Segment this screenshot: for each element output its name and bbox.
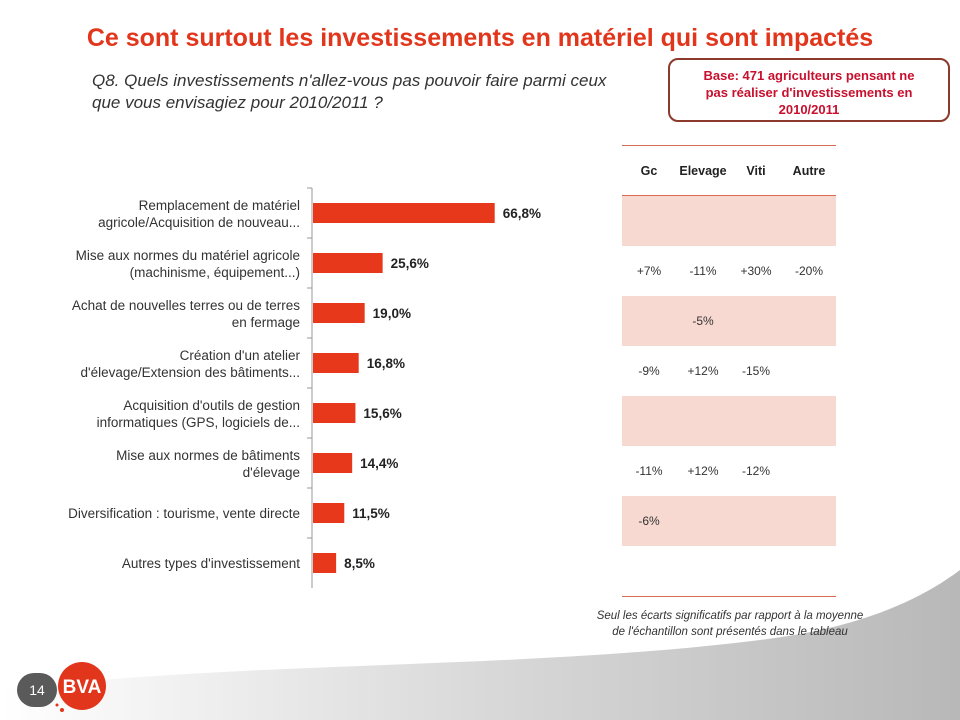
table-cell: -11% xyxy=(689,264,717,278)
base-line-1: Base: 471 agriculteurs pensant ne xyxy=(703,68,915,83)
table-row xyxy=(622,396,836,446)
bar xyxy=(313,203,495,223)
table-cell: +7% xyxy=(636,264,662,278)
category-label: Remplacement de matériel xyxy=(139,198,300,213)
segment-difference-table: Gc Elevage Viti Autre +7% -11% +30% -20% -5%… xyxy=(622,145,836,597)
bar xyxy=(313,303,365,323)
logo-text: BVA xyxy=(63,677,102,698)
table-cell: -6% xyxy=(638,514,660,528)
footnote-line-2: de l'échantillon sont présentés dans le … xyxy=(612,626,848,638)
table-body: +7% -11% +30% -20% -5% -9% +12% -15% -11% +12% -12… xyxy=(622,196,836,596)
table-cell: -5% xyxy=(692,314,714,328)
bar xyxy=(313,503,345,523)
page-title: Ce sont surtout les investissements en m… xyxy=(86,24,874,52)
table-row: -11% +12% -12% xyxy=(622,446,836,496)
table-header-viti: Viti xyxy=(746,163,766,178)
table-header-elevage: Elevage xyxy=(679,163,727,178)
base-line-3: 2010/2011 xyxy=(778,102,840,117)
category-label: d'élevage/Extension des bâtiments... xyxy=(81,365,300,380)
table-cell: -9% xyxy=(638,364,660,378)
bar-value-label: 16,8% xyxy=(367,356,405,371)
table-row: -6% xyxy=(622,496,836,546)
category-label: d'élevage xyxy=(243,465,300,480)
table-cell: +30% xyxy=(740,264,772,278)
bar xyxy=(313,253,383,273)
bar-value-label: 25,6% xyxy=(391,256,429,271)
bva-logo: BVA xyxy=(55,662,106,712)
investment-bar-chart: 66,8% Remplacement de matériel agricole/Ac… xyxy=(68,187,541,588)
page-number: 14 xyxy=(17,673,57,707)
footnote-line-1: Seul les écarts significatifs par rappor… xyxy=(596,610,864,622)
table-row xyxy=(622,196,836,246)
bar-value-label: 15,6% xyxy=(363,406,401,421)
bar-value-label: 14,4% xyxy=(360,456,398,471)
table-cell: -15% xyxy=(741,364,770,378)
category-label: Mise aux normes de bâtiments xyxy=(116,448,300,463)
table-cell: -20% xyxy=(794,264,823,278)
sample-base-box: Base: 471 agriculteurs pensant ne pas ré… xyxy=(668,58,950,122)
table-cell: +12% xyxy=(687,464,719,478)
category-label: Acquisition d'outils de gestion xyxy=(123,398,300,413)
bar-value-label: 11,5% xyxy=(352,506,390,521)
base-line-2: pas réaliser d'investissements en xyxy=(705,85,913,100)
category-label: Diversification : tourisme, vente direct… xyxy=(68,506,300,521)
bar-value-label: 19,0% xyxy=(373,306,411,321)
bar xyxy=(313,403,356,423)
table-row: +7% -11% +30% -20% xyxy=(622,246,836,296)
category-label: agricole/Acquisition de nouveau... xyxy=(98,215,300,230)
category-label: (machinisme, équipement...) xyxy=(130,265,300,280)
table-cell: +12% xyxy=(687,364,719,378)
category-label: Autres types d'investissement xyxy=(122,556,300,571)
table-header-gc: Gc xyxy=(640,163,658,178)
bar-value-label: 66,8% xyxy=(503,206,541,221)
table-header: Gc Elevage Viti Autre xyxy=(622,145,836,196)
category-label: en fermage xyxy=(232,315,300,330)
category-label: Mise aux normes du matériel agricole xyxy=(76,248,300,263)
table-row xyxy=(622,546,836,596)
category-label: Création d'un atelier xyxy=(180,348,301,363)
table-row: -5% xyxy=(622,296,836,346)
footnote: Seul les écarts significatifs par rappor… xyxy=(560,608,900,640)
bar-value-label: 8,5% xyxy=(344,556,375,571)
table-header-autre: Autre xyxy=(792,163,826,178)
category-label: Achat de nouvelles terres ou de terres xyxy=(72,298,300,313)
bar xyxy=(313,453,353,473)
bar xyxy=(313,353,359,373)
survey-question: Q8. Quels investissements n'allez-vous p… xyxy=(92,71,607,112)
table-row: -9% +12% -15% xyxy=(622,346,836,396)
table-bottom-rule xyxy=(622,596,836,597)
table-cell: -11% xyxy=(635,464,663,478)
table-cell: -12% xyxy=(741,464,770,478)
category-label: informatiques (GPS, logiciels de... xyxy=(97,415,300,430)
bar xyxy=(313,553,337,573)
